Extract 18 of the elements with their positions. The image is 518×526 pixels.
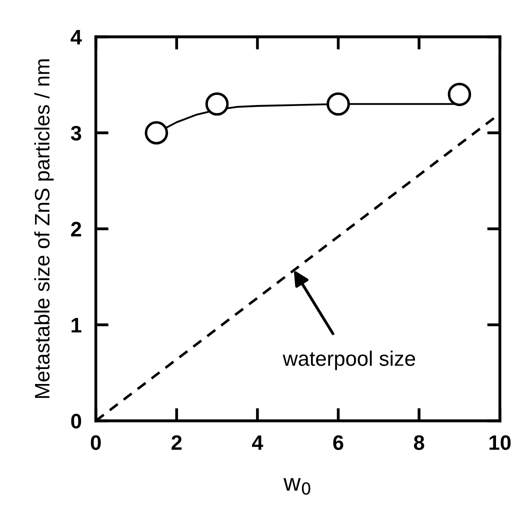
point xyxy=(326,92,350,116)
x-tick-label: 2 xyxy=(172,435,182,450)
y-axis-title: Metastable size of ZnS particles / nm xyxy=(34,59,54,398)
y-tick-label: 0 xyxy=(71,414,82,429)
x-tick-label: 8 xyxy=(414,435,424,450)
x-axis-title: w$_{0}$ xyxy=(284,478,310,495)
x-tick-label: 10 xyxy=(490,435,511,450)
y-tick-label: 4 xyxy=(70,30,82,44)
y-tick-label: 1 xyxy=(72,318,82,332)
point xyxy=(144,121,168,144)
point xyxy=(205,92,229,116)
point xyxy=(448,82,472,106)
x-tick-label: 0 xyxy=(90,435,101,450)
y-tick-label: 2 xyxy=(71,222,82,236)
y-tick-label: 3 xyxy=(70,126,82,141)
annotation: waterpool size xyxy=(282,350,416,370)
x-tick-label: 6 xyxy=(333,435,344,450)
x-tick-label: 4 xyxy=(252,435,264,450)
